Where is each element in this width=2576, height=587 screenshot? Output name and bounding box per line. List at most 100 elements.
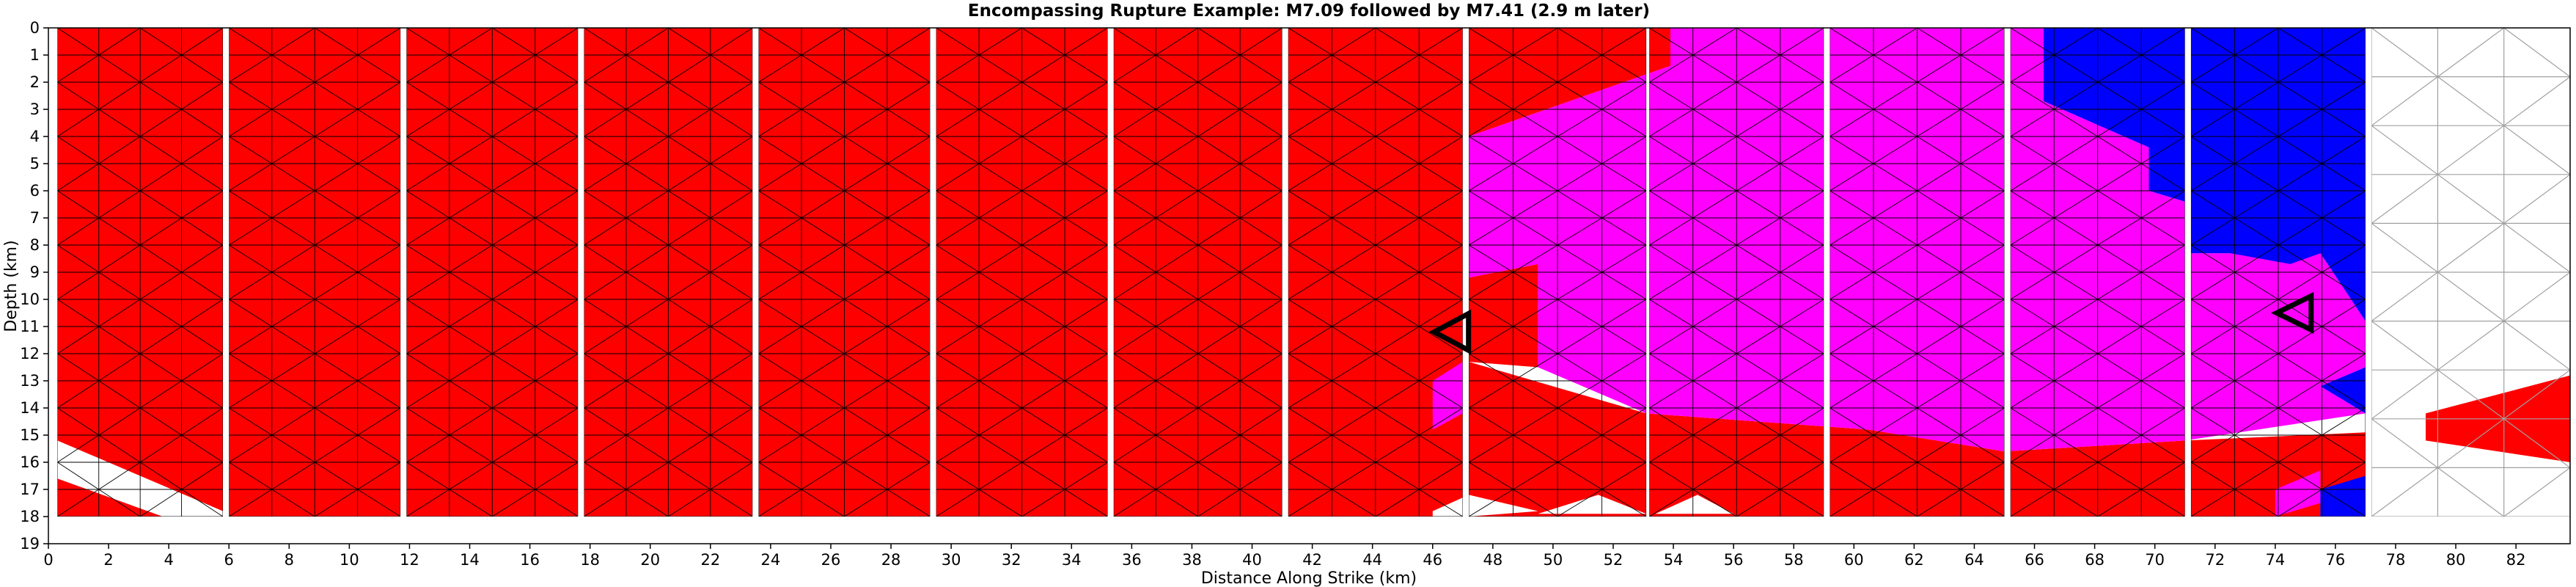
mesh-edge	[1873, 190, 1918, 219]
mesh-edge	[625, 163, 669, 192]
x-tick-label: 32	[1002, 551, 1021, 569]
mesh-edge	[98, 109, 141, 137]
mesh-edge	[1064, 326, 1108, 354]
mesh-edge	[271, 109, 315, 137]
mesh-edge	[1155, 163, 1198, 192]
mesh-edge	[2190, 326, 2235, 354]
mesh-edge	[357, 271, 401, 300]
mesh-edge	[357, 326, 401, 354]
mesh-edge	[1021, 163, 1065, 192]
x-tick-label: 0	[43, 551, 53, 569]
mesh-edge	[181, 353, 224, 382]
mesh-edge	[887, 407, 931, 436]
mesh-edge	[1155, 217, 1198, 246]
fault-section-mesh	[584, 28, 753, 517]
mesh-edge	[449, 81, 493, 110]
mesh-edge	[271, 271, 315, 300]
mesh-edge	[2503, 271, 2570, 322]
y-tick-label: 10	[20, 291, 40, 308]
mesh-edge	[1830, 28, 1874, 56]
mesh-edge	[1648, 434, 1693, 463]
mesh-edge	[492, 28, 536, 56]
section-gap	[1282, 28, 1288, 517]
mesh-edge	[57, 163, 99, 192]
mesh-edge	[1021, 190, 1065, 219]
mesh-edge	[2322, 462, 2366, 490]
mesh-edge	[492, 489, 536, 517]
mesh-edge	[1064, 353, 1108, 382]
mesh-edge	[844, 109, 888, 137]
mesh-edge	[1197, 163, 1241, 192]
mesh-edge	[1021, 28, 1065, 56]
mesh-edge	[1513, 81, 1558, 110]
mesh-edge	[1873, 244, 1918, 273]
mesh-edge	[2322, 380, 2366, 409]
mesh-edge	[1375, 407, 1420, 436]
mesh-edge	[668, 28, 711, 56]
mesh-edge	[1021, 271, 1065, 300]
mesh-edge	[228, 299, 272, 327]
mesh-edge	[2278, 353, 2322, 382]
mesh-edge	[2322, 271, 2366, 300]
y-tick-label: 3	[30, 101, 40, 118]
mesh-edge	[801, 462, 845, 490]
fault-section-mesh	[936, 28, 1108, 517]
mesh-edge	[758, 54, 802, 83]
mesh-edge	[1873, 434, 1918, 463]
mesh-edge	[1780, 28, 1824, 56]
mesh-edge	[449, 353, 493, 382]
mesh-edge	[1601, 217, 1647, 246]
mesh-edge	[1155, 462, 1198, 490]
mesh-edge	[2234, 54, 2279, 83]
mesh-edge	[1064, 434, 1108, 463]
section-gap	[752, 28, 759, 517]
mesh-edge	[492, 109, 536, 137]
mesh-edge	[1960, 299, 2005, 327]
mesh-edge	[139, 299, 182, 327]
mesh-edge	[357, 109, 401, 137]
mesh-edge	[228, 326, 272, 354]
mesh-edge	[535, 217, 579, 246]
mesh-edge	[625, 326, 669, 354]
mesh-edge	[844, 380, 888, 409]
mesh-edge	[406, 163, 450, 192]
mesh-edge	[1239, 299, 1283, 327]
mesh-edge	[1021, 54, 1065, 83]
mesh-edge	[1021, 244, 1065, 273]
mesh-edge	[1960, 462, 2005, 490]
mesh-edge	[668, 326, 711, 354]
mesh-edge	[936, 299, 980, 327]
mesh-edge	[2010, 353, 2055, 382]
mesh-edge	[1513, 28, 1558, 56]
mesh-edge	[181, 190, 224, 219]
mesh-edge	[2190, 271, 2235, 300]
mesh-edge	[758, 81, 802, 110]
mesh-edge	[1155, 489, 1198, 517]
mesh-edge	[2322, 434, 2366, 463]
mesh-edge	[271, 407, 315, 436]
mesh-edge	[1239, 434, 1283, 463]
mesh-edge	[2053, 407, 2098, 436]
x-tick-label: 82	[2506, 551, 2526, 569]
mesh-edge	[1155, 271, 1198, 300]
x-tick-label: 22	[700, 551, 720, 569]
mesh-edge	[2097, 163, 2142, 192]
mesh-edge	[357, 462, 401, 490]
mesh-edge	[139, 136, 182, 164]
mesh-edge	[1736, 81, 1780, 110]
mesh-edge	[1113, 81, 1156, 110]
mesh-edge	[2097, 353, 2142, 382]
y-tick-label: 14	[20, 399, 40, 417]
mesh-edge	[978, 353, 1022, 382]
mesh-edge	[1648, 244, 1693, 273]
mesh-edge	[1021, 434, 1065, 463]
mesh-edge	[2053, 353, 2098, 382]
mesh-edge	[1917, 462, 1962, 490]
mesh-edge	[1332, 434, 1376, 463]
mesh-edge	[2010, 299, 2055, 327]
mesh-edge	[1288, 326, 1332, 354]
mesh-edge	[1155, 299, 1198, 327]
mesh-edge	[1601, 271, 1647, 300]
mesh-edge	[758, 380, 802, 409]
mesh-edge	[1155, 326, 1198, 354]
